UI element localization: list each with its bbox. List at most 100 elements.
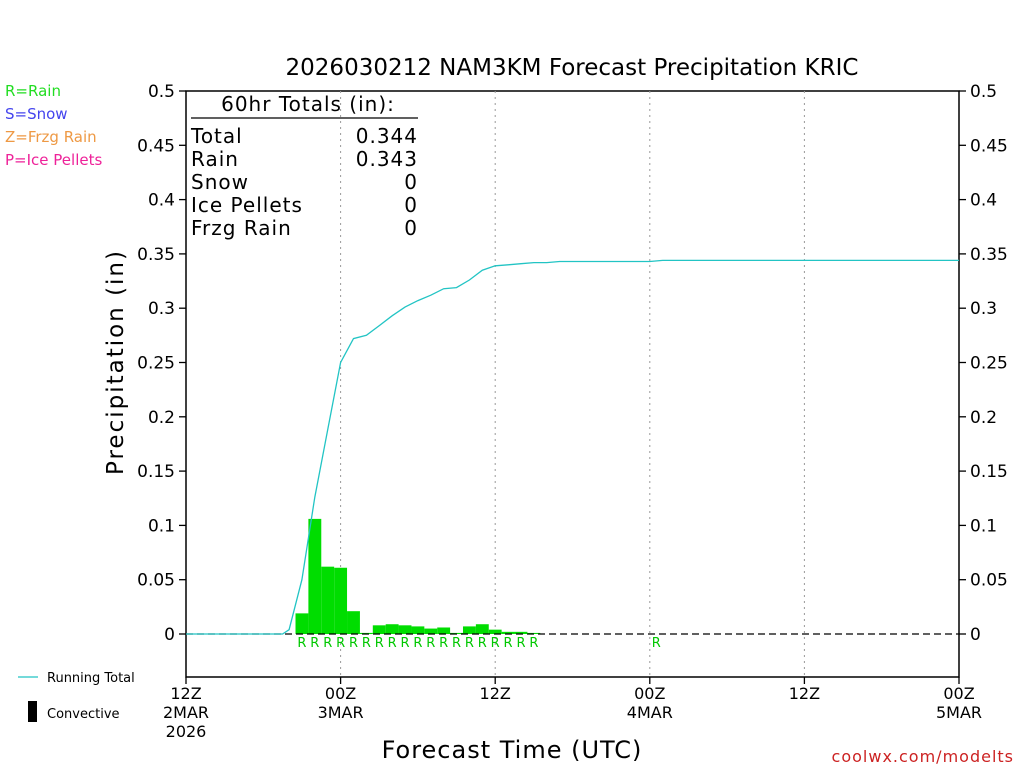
- x-tick-label: 5MAR: [936, 703, 982, 722]
- y-tick-label-right: 0: [970, 625, 981, 645]
- y-axis-right: 0.5 0.45 0.4 0.35 0.3 0.25 0.2 0.15 0.1 0.05 0: [959, 82, 1008, 645]
- credit-text: coolwx.com/modelts: [832, 747, 1014, 766]
- totals-row-label: Frzg Rain: [191, 216, 292, 240]
- x-tick-label: 2MAR: [163, 703, 209, 722]
- totals-box: 60hr Totals (in): Total 0.344 Rain 0.343 Sno…: [190, 92, 418, 240]
- precip-bar: [295, 613, 309, 634]
- totals-rows: Total 0.344 Rain 0.343 Snow 0 Ice Pellets 0 Frzg…: [190, 124, 418, 240]
- precip-bar: [372, 625, 386, 634]
- y-tick-label-left: 0.35: [137, 245, 175, 265]
- precip-bar: [475, 624, 489, 634]
- y-tick-label-right: 0.15: [970, 462, 1008, 482]
- y-tick-label-right: 0.4: [970, 191, 997, 211]
- y-tick-label-left: 0.5: [148, 82, 175, 102]
- y-axis-left: 0.5 0.45 0.4 0.35 0.3 0.25 0.2 0.15 0.1 0.05 0: [137, 82, 186, 645]
- convective-legend-swatch: [28, 701, 37, 722]
- ptype-marker-rain: R: [297, 636, 306, 651]
- precip-bars: [295, 518, 541, 634]
- precip-bar: [488, 629, 502, 634]
- x-tick-label: 12Z: [170, 684, 201, 703]
- precip-bar: [411, 626, 425, 634]
- totals-row-value: 0: [404, 193, 418, 217]
- precip-bar: [501, 631, 515, 634]
- running-total-legend-label: Running Total: [47, 671, 135, 686]
- precip-bar: [437, 627, 451, 634]
- ptype-marker-rain: R: [516, 636, 525, 651]
- ptype-marker-rain: R: [375, 636, 384, 651]
- ptype-marker-rain: R: [362, 636, 371, 651]
- chart-title: 2026030212 NAM3KM Forecast Precipitation…: [286, 55, 859, 81]
- ptype-marker-rain: R: [504, 636, 513, 651]
- y-tick-label-left: 0.4: [148, 191, 175, 211]
- y-tick-label-left: 0.05: [137, 571, 175, 591]
- ptype-marker-rain: R: [388, 636, 397, 651]
- x-tick-label: 00Z: [325, 684, 356, 703]
- y-tick-label-left: 0: [164, 625, 175, 645]
- x-tick-label: 12Z: [789, 684, 820, 703]
- ptype-marker-rain: R: [400, 636, 409, 651]
- precip-bar: [462, 626, 476, 634]
- ptype-legend-entry: Z=Frzg Rain: [5, 128, 97, 146]
- ptype-marker-rain: R: [491, 636, 500, 651]
- ptype-legend-entry: R=Rain: [5, 82, 61, 100]
- ptype-marker-rain: R: [452, 636, 461, 651]
- gridlines: [340, 91, 805, 677]
- ptype-legend: R=Rain S=Snow Z=Frzg Rain P=Ice Pellets: [5, 82, 102, 169]
- y-tick-label-left: 0.15: [137, 462, 175, 482]
- plot-frame: [185, 90, 960, 678]
- totals-row-label: Total: [190, 124, 243, 148]
- ptype-marker-rain: R: [426, 636, 435, 651]
- y-tick-label-right: 0.35: [970, 245, 1008, 265]
- ptype-marker-rain: R: [413, 636, 422, 651]
- x-tick-label: 3MAR: [318, 703, 364, 722]
- ptype-marker-rain: R: [323, 636, 332, 651]
- precip-bar: [398, 625, 412, 634]
- ptype-marker-rain: R: [652, 636, 661, 651]
- totals-row-label: Ice Pellets: [191, 193, 303, 217]
- ptype-legend-entry: S=Snow: [5, 105, 68, 123]
- x-tick-label: 00Z: [943, 684, 974, 703]
- convective-legend-label: Convective: [47, 707, 120, 722]
- y-tick-label-right: 0.25: [970, 354, 1008, 374]
- totals-row-value: 0: [404, 216, 418, 240]
- y-tick-label-left: 0.25: [137, 354, 175, 374]
- y-tick-label-left: 0.45: [137, 136, 175, 156]
- totals-row-value: 0.343: [356, 147, 418, 171]
- precip-bar: [334, 567, 348, 634]
- y-tick-label-right: 0.05: [970, 571, 1008, 591]
- totals-row-label: Snow: [191, 170, 249, 194]
- y-axis-label: Precipitation (in): [103, 249, 129, 475]
- x-tick-label: 00Z: [634, 684, 665, 703]
- ptype-marker-rain: R: [336, 636, 345, 651]
- precip-bar: [514, 631, 528, 634]
- y-tick-label-right: 0.1: [970, 516, 997, 536]
- ptype-legend-entry: P=Ice Pellets: [5, 151, 102, 169]
- totals-row-value: 0.344: [356, 124, 418, 148]
- precip-bar: [347, 611, 360, 634]
- bottom-legend: Running Total Convective: [18, 671, 135, 722]
- x-tick-label: 2026: [166, 722, 207, 741]
- ptype-marker-rain: R: [465, 636, 474, 651]
- y-tick-label-right: 0.2: [970, 408, 997, 428]
- x-axis-label: Forecast Time (UTC): [382, 736, 643, 764]
- precip-bar: [308, 518, 322, 634]
- y-tick-label-left: 0.3: [148, 299, 175, 319]
- y-tick-label-left: 0.2: [148, 408, 175, 428]
- running-total-line: [186, 259, 959, 635]
- ptype-marker-rain: R: [478, 636, 487, 651]
- ptype-marker-rain: R: [310, 636, 319, 651]
- totals-row-value: 0: [404, 170, 418, 194]
- x-tick-label: 12Z: [480, 684, 511, 703]
- x-tick-label: 4MAR: [627, 703, 673, 722]
- precip-bar: [321, 566, 335, 634]
- precip-bar: [385, 624, 399, 634]
- ptype-marker-rain: R: [349, 636, 358, 651]
- precip-bar: [424, 628, 438, 634]
- ptype-marker-rain: R: [439, 636, 448, 651]
- y-tick-label-left: 0.1: [148, 516, 175, 536]
- y-tick-label-right: 0.3: [970, 299, 997, 319]
- totals-row-label: Rain: [191, 147, 239, 171]
